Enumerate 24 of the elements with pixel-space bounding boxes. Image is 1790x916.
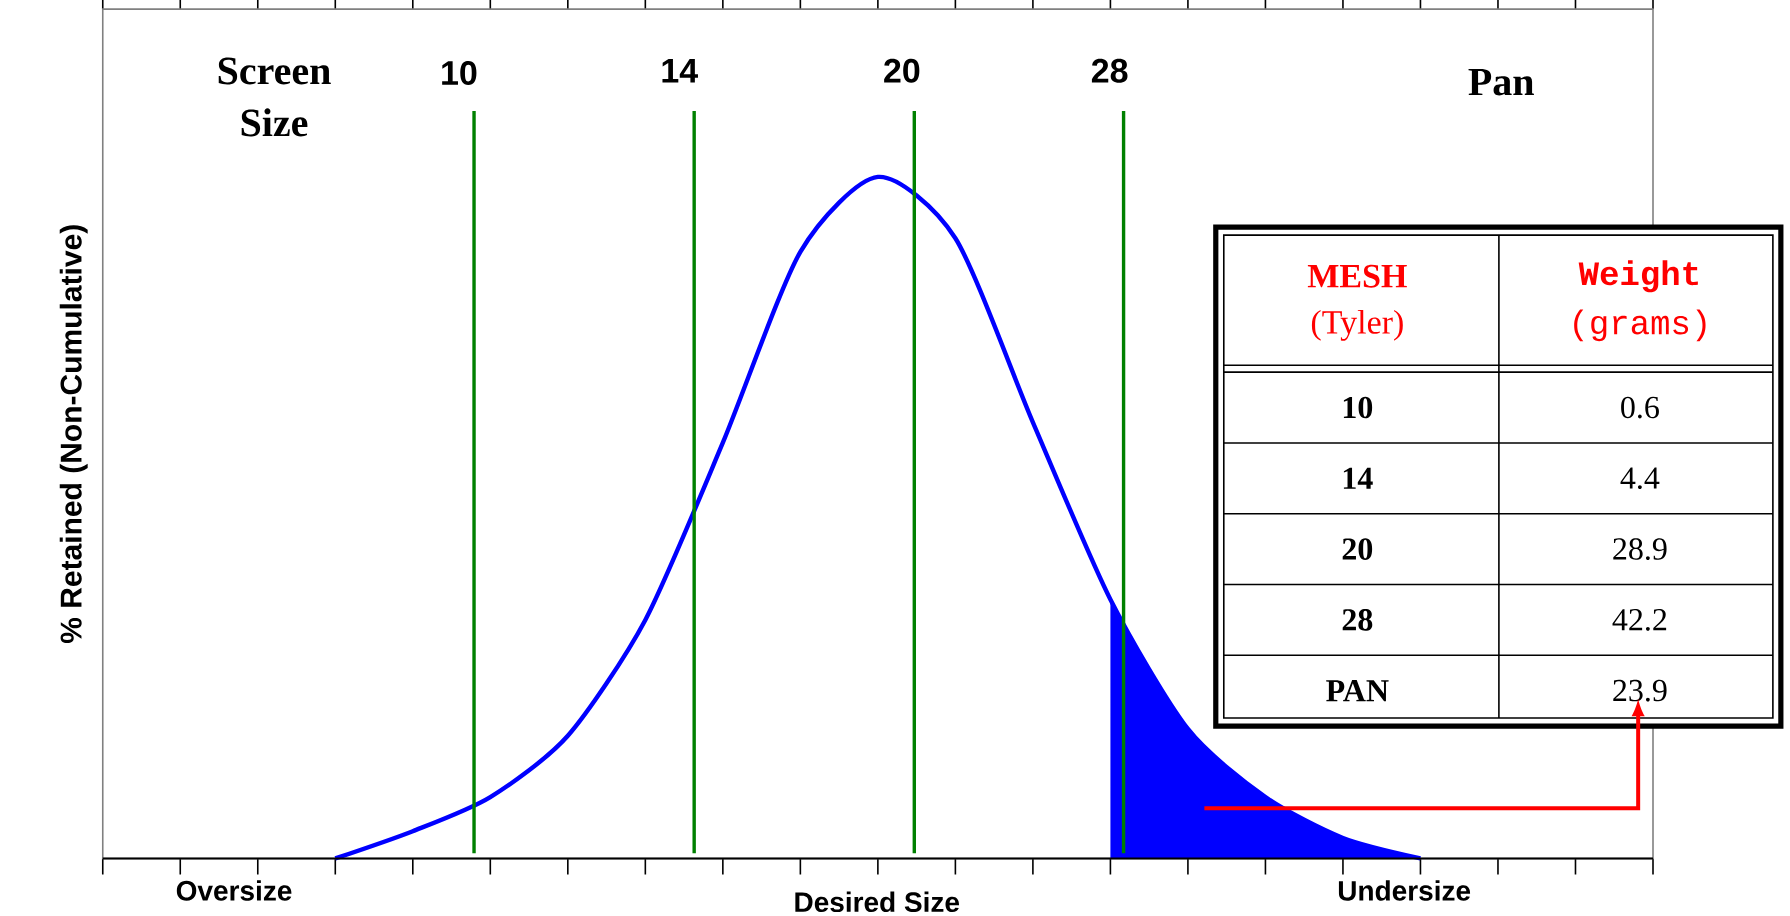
annotation: Weight xyxy=(1578,260,1698,293)
category-label: 28 xyxy=(1342,609,1373,631)
text: 28 xyxy=(1091,58,1128,83)
category-label: 14 xyxy=(1343,467,1373,489)
y-axis-title: % Retained (Non-Cumulative) xyxy=(59,225,88,644)
data-label: 0.6 xyxy=(1621,396,1659,419)
annotation: (grams) xyxy=(1574,309,1706,342)
text: Pan xyxy=(1468,68,1534,96)
annotation: (Tyler) xyxy=(1311,309,1403,341)
data-label: 42.2 xyxy=(1612,609,1667,631)
category-label: 10 xyxy=(1343,396,1373,419)
text: 14 xyxy=(662,59,698,83)
text: 10 xyxy=(442,61,477,86)
text: Desired Size xyxy=(795,891,960,913)
text: Oversize xyxy=(176,880,292,901)
data-label: 4.4 xyxy=(1620,467,1660,490)
category-label: 20 xyxy=(1342,538,1373,560)
data-label: 23.9 xyxy=(1613,679,1667,702)
text: 20 xyxy=(884,58,920,83)
category-label: PAN xyxy=(1326,680,1389,702)
text: Undersize xyxy=(1338,880,1471,901)
annotation: MESH xyxy=(1307,264,1407,288)
text: Screen Size xyxy=(218,57,331,137)
data-label: 28.9 xyxy=(1613,538,1667,560)
